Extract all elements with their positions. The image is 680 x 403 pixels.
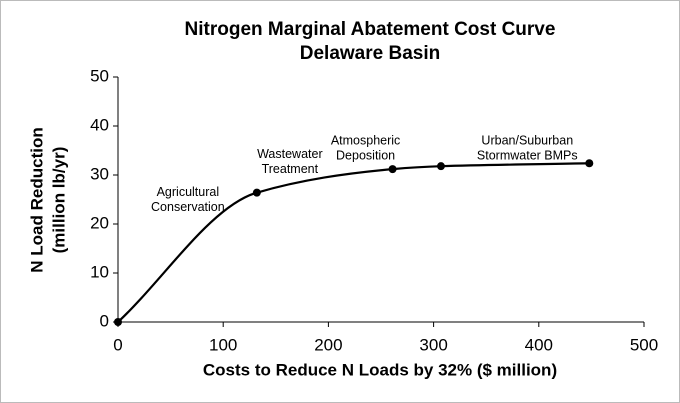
line [117, 162, 590, 323]
y-axis-label: (million lb/yr) [49, 147, 68, 254]
point [585, 159, 594, 168]
point [114, 318, 122, 326]
y-tick-label: 20 [90, 213, 109, 232]
annotation: Wastewater [257, 147, 323, 161]
y-tick-label: 10 [90, 262, 109, 281]
chart-subtitle: Delaware Basin [300, 43, 440, 64]
chart-title: Nitrogen Marginal Abatement Cost Curve [185, 19, 556, 40]
point [436, 162, 445, 171]
annotation: Treatment [262, 162, 319, 176]
x-axis-label: Costs to Reduce N Loads by 32% ($ millio… [203, 360, 557, 379]
y-tick-label: 0 [100, 311, 109, 330]
annotation: Conservation [151, 200, 225, 214]
annotation: Stormwater BMPs [477, 149, 578, 163]
x-tick-label: 500 [630, 335, 658, 354]
annotation: Atmospheric [331, 133, 400, 147]
x-tick-label: 200 [314, 335, 342, 354]
x-tick-label: 0 [113, 335, 122, 354]
point [388, 165, 397, 174]
point [252, 188, 261, 197]
annotation: Agricultural [157, 185, 220, 199]
annotation: Deposition [336, 148, 395, 162]
x-tick-label: 100 [209, 335, 237, 354]
y-tick-label: 50 [90, 66, 109, 85]
y-axis-label: N Load Reduction [27, 127, 46, 272]
x-tick-label: 300 [419, 335, 447, 354]
y-tick-label: 30 [90, 164, 109, 183]
annotation: Urban/Suburban [481, 134, 573, 148]
x-tick-label: 400 [525, 335, 553, 354]
y-tick-label: 40 [90, 115, 109, 134]
